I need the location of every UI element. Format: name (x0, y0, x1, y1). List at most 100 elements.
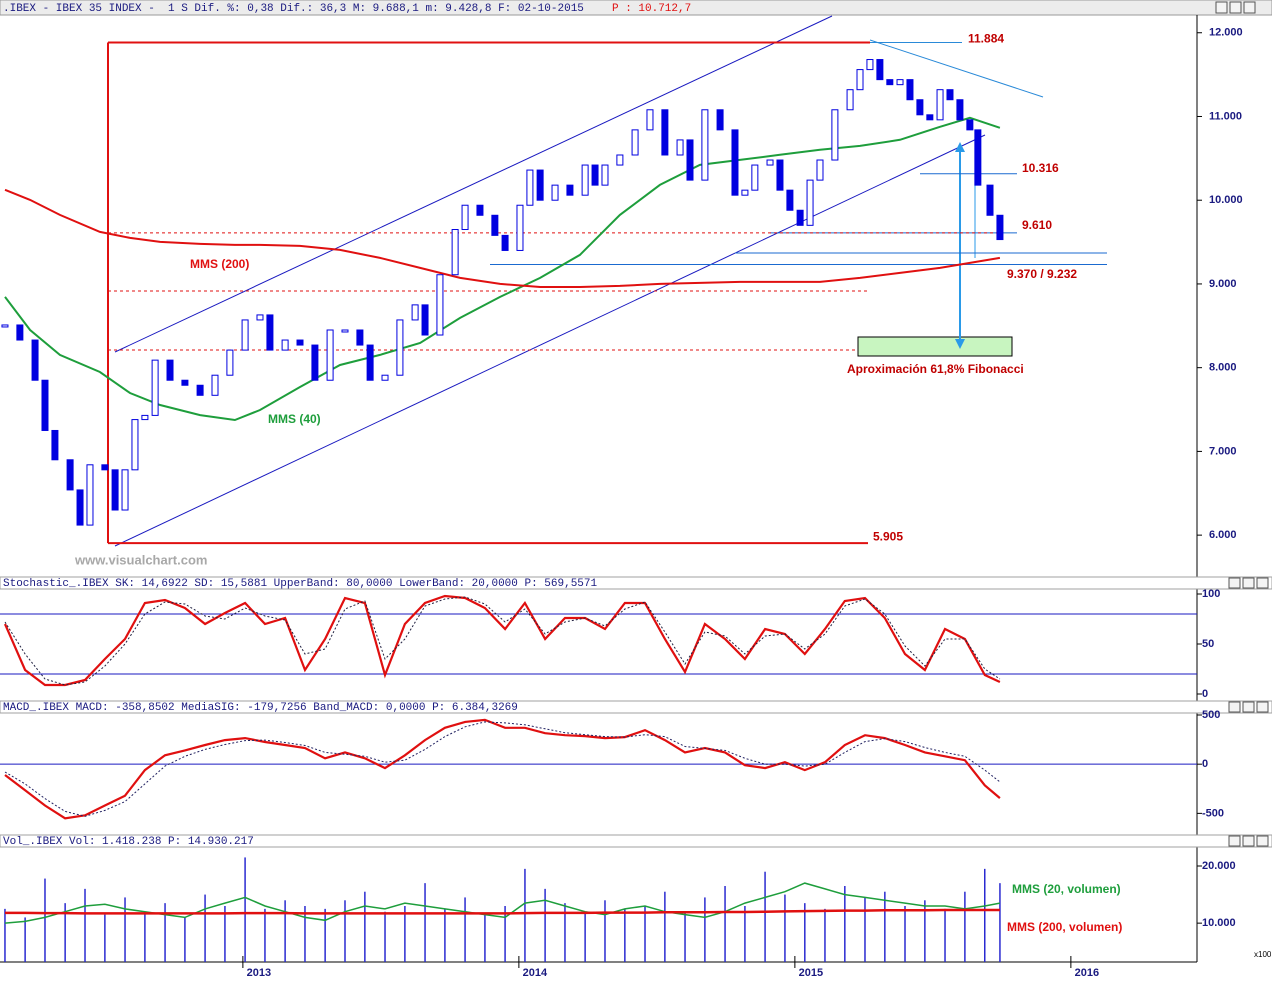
price-label: P : 10.712,7 (612, 3, 691, 15)
candle (501, 234, 509, 251)
indicator-line (4, 718, 1001, 820)
candle (526, 169, 534, 206)
candle (886, 79, 894, 86)
y-tick-label: 11.000 (1209, 110, 1242, 122)
candle (296, 339, 304, 346)
candle (716, 109, 724, 131)
panel-button[interactable] (1242, 701, 1255, 713)
candle (436, 274, 444, 336)
x-tick-label: 2014 (523, 967, 548, 979)
candle (966, 119, 974, 131)
panel-button[interactable] (1256, 701, 1269, 713)
panel-buttons[interactable] (1228, 577, 1269, 847)
minimize-button[interactable] (1215, 1, 1228, 14)
candle (41, 379, 49, 431)
moving-average (4, 116, 1001, 422)
x-tick-label: 2016 (1075, 967, 1099, 979)
candle (421, 304, 429, 336)
level-label: 9.370 / 9.232 (1007, 267, 1077, 281)
candle (536, 169, 544, 201)
candle (211, 374, 219, 396)
panel-button[interactable] (1228, 835, 1241, 847)
candle (751, 164, 759, 191)
moving-average (4, 188, 1001, 288)
y-tick-label: 6.000 (1209, 529, 1237, 541)
candle (381, 374, 389, 381)
candle (196, 384, 204, 396)
y-tick-label: 7.000 (1209, 445, 1237, 457)
candle (631, 129, 639, 156)
panel-header (0, 576, 1272, 590)
candle (411, 304, 419, 321)
candle (281, 339, 289, 351)
chart-title: .IBEX - IBEX 35 INDEX - 1 S Dif. %: 0,38… (3, 3, 584, 15)
candle (796, 209, 804, 226)
y-tick-label: 9.000 (1209, 278, 1237, 290)
candle (661, 109, 669, 156)
panel-button[interactable] (1242, 835, 1255, 847)
candle (806, 179, 814, 226)
candle (846, 89, 854, 111)
y-tick-label: 8.000 (1209, 362, 1237, 374)
series-label: MMS (20, volumen) (1012, 882, 1121, 896)
candle (551, 184, 559, 201)
candle (451, 229, 459, 276)
annotation: Aproximación 61,8% Fibonacci (847, 362, 1024, 376)
panel-title: Stochastic_.IBEX SK: 14,6922 SD: 15,5881… (3, 578, 597, 590)
window-buttons[interactable] (1215, 1, 1256, 14)
panel-button[interactable] (1228, 577, 1241, 589)
candle (601, 164, 609, 186)
indicator-line (4, 721, 1001, 817)
candle (956, 99, 964, 121)
candle (461, 204, 469, 231)
candle (131, 419, 139, 471)
fibonacci-box (857, 336, 1013, 357)
candle (101, 464, 109, 471)
maximize-button[interactable] (1229, 1, 1242, 14)
level-label: 5.905 (873, 529, 903, 543)
panel-button[interactable] (1242, 577, 1255, 589)
candle (66, 459, 74, 491)
candle (776, 159, 784, 191)
volume-average (4, 882, 1001, 924)
panel-button[interactable] (1256, 835, 1269, 847)
candle (986, 184, 994, 216)
series-label: MMS (200) (190, 257, 249, 271)
candle (616, 154, 624, 166)
candle (396, 319, 404, 376)
close-button[interactable] (1243, 1, 1256, 14)
candle (686, 139, 694, 181)
channel-line (114, 134, 986, 547)
series-label: MMS (200, volumen) (1007, 920, 1122, 934)
candle (166, 359, 174, 381)
candle (856, 69, 864, 91)
arrow-head (955, 142, 965, 152)
y-tick-label: 50 (1202, 638, 1214, 650)
candle (16, 324, 24, 341)
arrow-head (955, 339, 965, 349)
candle (151, 359, 159, 416)
panel-header (0, 700, 1272, 714)
candle (76, 489, 84, 526)
candle (741, 189, 749, 196)
y-tick-label: -500 (1202, 807, 1224, 819)
candle (491, 214, 499, 236)
candle (31, 339, 39, 381)
panel-button[interactable] (1256, 577, 1269, 589)
channel-line (114, 15, 833, 353)
panel-button[interactable] (1228, 701, 1241, 713)
y-tick-label: 100 (1202, 588, 1220, 600)
level-label: 10.316 (1022, 161, 1059, 175)
candle (926, 114, 934, 121)
y-tick-label: 0 (1202, 688, 1208, 700)
candle (1, 324, 9, 328)
y-tick-label: 12.000 (1209, 27, 1243, 39)
candle (111, 469, 119, 511)
panel-header (0, 834, 1272, 848)
candle (786, 189, 794, 211)
panel-title: MACD_.IBEX MACD: -358,8502 MediaSIG: -17… (3, 702, 518, 714)
indicator-line (4, 596, 1001, 686)
candle (516, 204, 524, 251)
